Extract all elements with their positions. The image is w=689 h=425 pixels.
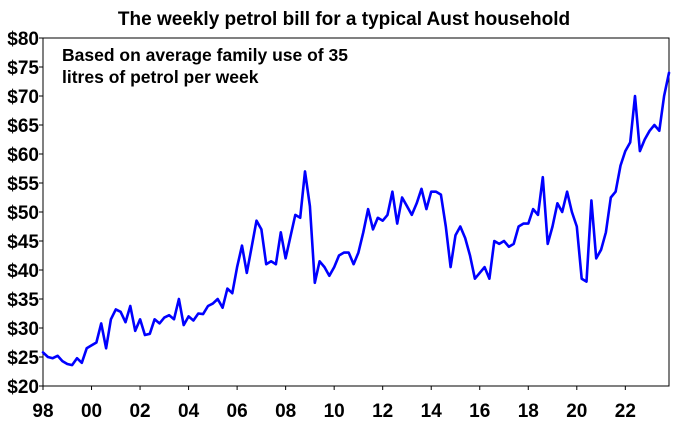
x-axis: 98 00 02 04 06 08 10 12 14 16 18 20 22: [32, 386, 636, 422]
x-tick-label: 00: [81, 401, 102, 422]
x-tick-label: 04: [178, 401, 200, 422]
series-line: [41, 71, 671, 367]
y-tick-label: $65: [7, 116, 39, 137]
x-tick-label: 12: [372, 401, 393, 422]
x-tick-label: 22: [615, 401, 636, 422]
x-tick-label: 18: [518, 401, 539, 422]
y-tick-label: $70: [7, 87, 39, 108]
y-tick-label: $50: [7, 203, 39, 224]
x-tick-label: 16: [469, 401, 490, 422]
chart-title: The weekly petrol bill for a typical Aus…: [118, 9, 570, 30]
y-tick-label: $45: [7, 232, 39, 253]
y-tick-label: $25: [7, 348, 39, 369]
y-tick-label: $40: [7, 261, 39, 282]
annotation-line-1: Based on average family use of 35: [62, 45, 348, 65]
x-tick-label: 06: [227, 401, 248, 422]
x-tick-label: 10: [324, 401, 345, 422]
y-tick-label: $35: [7, 290, 39, 311]
y-tick-label: $55: [7, 174, 39, 195]
y-tick-label: $60: [7, 145, 39, 166]
annotation-line-2: litres of petrol per week: [62, 67, 259, 87]
x-tick-label: 20: [566, 401, 587, 422]
y-tick-label: $75: [7, 58, 39, 79]
y-axis: $20 $25 $30 $35 $40 $45 $50 $55 $60 $65 $70 $75 $80: [7, 29, 43, 398]
x-tick-label: 98: [32, 401, 53, 422]
y-tick-label: $80: [7, 29, 39, 50]
y-tick-label: $30: [7, 319, 39, 340]
x-tick-label: 02: [129, 401, 150, 422]
x-tick-label: 08: [275, 401, 296, 422]
plot-area: [42, 37, 670, 387]
x-tick-label: 14: [421, 401, 443, 422]
series-layer: [41, 71, 671, 367]
y-tick-label: $20: [7, 377, 39, 398]
